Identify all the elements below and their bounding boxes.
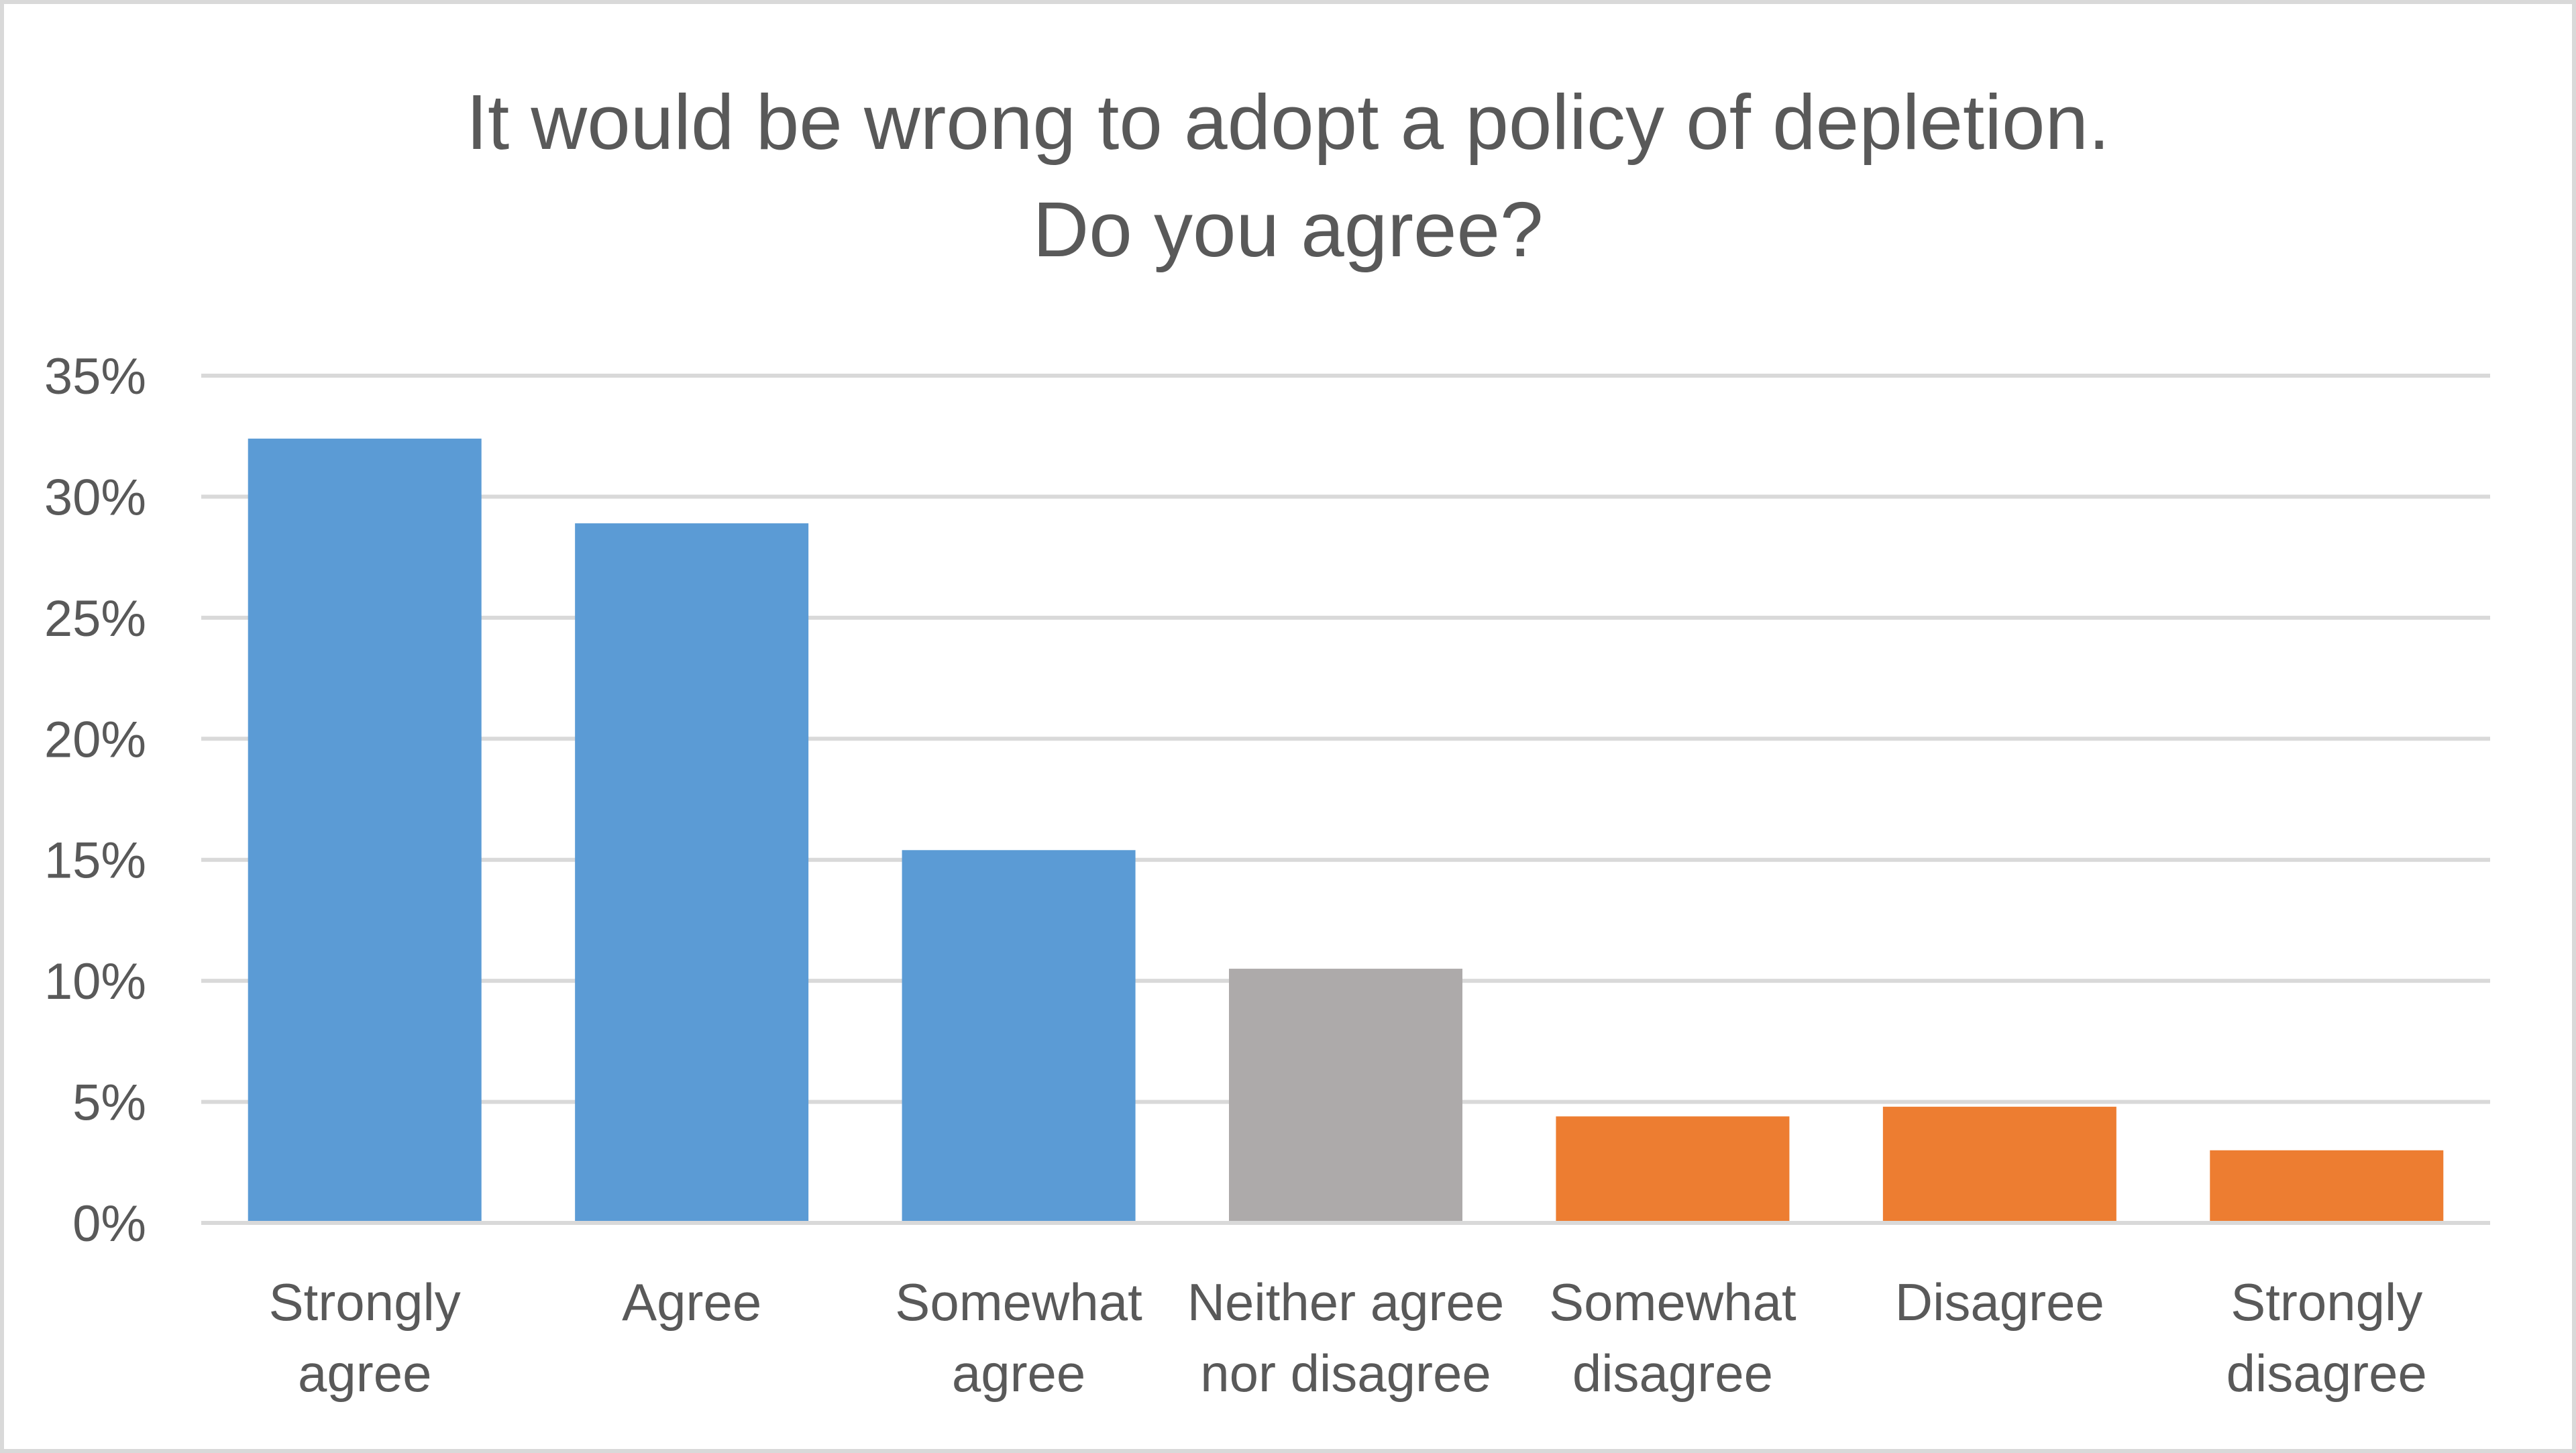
- x-tick-label-line: nor disagree: [1200, 1344, 1491, 1403]
- bar: [2210, 1150, 2444, 1223]
- x-tick-label-line: agree: [952, 1344, 1086, 1403]
- x-tick-label-line: Neither agree: [1187, 1273, 1505, 1332]
- y-tick-label: 0%: [72, 1195, 146, 1252]
- x-tick-label: Agree: [622, 1273, 761, 1332]
- x-tick-label-line: disagree: [1572, 1344, 1773, 1403]
- x-tick-label-line: agree: [298, 1344, 432, 1403]
- x-tick-label-line: Strongly: [269, 1273, 461, 1332]
- x-tick-label: Somewhat agree: [895, 1273, 1142, 1403]
- bar: [902, 850, 1136, 1223]
- x-axis-category-labels: Strongly agree Agree Somewhat agree Neither a…: [269, 1273, 2427, 1403]
- y-tick-label: 25%: [44, 590, 146, 647]
- y-tick-label: 35%: [44, 348, 146, 405]
- x-tick-label-line: Somewhat: [1549, 1273, 1796, 1332]
- y-tick-label: 10%: [44, 953, 146, 1010]
- y-tick-label: 15%: [44, 832, 146, 890]
- x-tick-label-line: Agree: [622, 1273, 761, 1332]
- x-tick-label: Disagree: [1895, 1273, 2104, 1332]
- bar: [1229, 969, 1462, 1223]
- chart-title-line-2: Do you agree?: [1033, 186, 1544, 273]
- x-tick-label: Somewhat disagree: [1549, 1273, 1796, 1403]
- x-tick-label: Strongly agree: [269, 1273, 461, 1403]
- y-tick-label: 30%: [44, 469, 146, 526]
- x-tick-label: Strongly disagree: [2226, 1273, 2427, 1403]
- chart-title-line-1: It would be wrong to adopt a policy of d…: [466, 78, 2110, 166]
- y-tick-label: 20%: [44, 711, 146, 768]
- bar: [1556, 1116, 1790, 1223]
- y-axis-tick-labels: 0% 5% 10% 15% 20% 25% 30% 35%: [44, 348, 146, 1252]
- x-tick-label-line: Disagree: [1895, 1273, 2104, 1332]
- x-tick-label-line: disagree: [2226, 1344, 2427, 1403]
- bars: [201, 438, 2490, 1225]
- x-tick-label-line: Strongly: [2231, 1273, 2422, 1332]
- bar: [575, 523, 809, 1224]
- chart-title: It would be wrong to adopt a policy of d…: [466, 78, 2110, 273]
- x-tick-label: Neither agree nor disagree: [1187, 1273, 1505, 1403]
- x-tick-label-line: Somewhat: [895, 1273, 1142, 1332]
- y-tick-label: 5%: [72, 1075, 146, 1132]
- bar: [248, 438, 482, 1223]
- bar: [1882, 1106, 2116, 1223]
